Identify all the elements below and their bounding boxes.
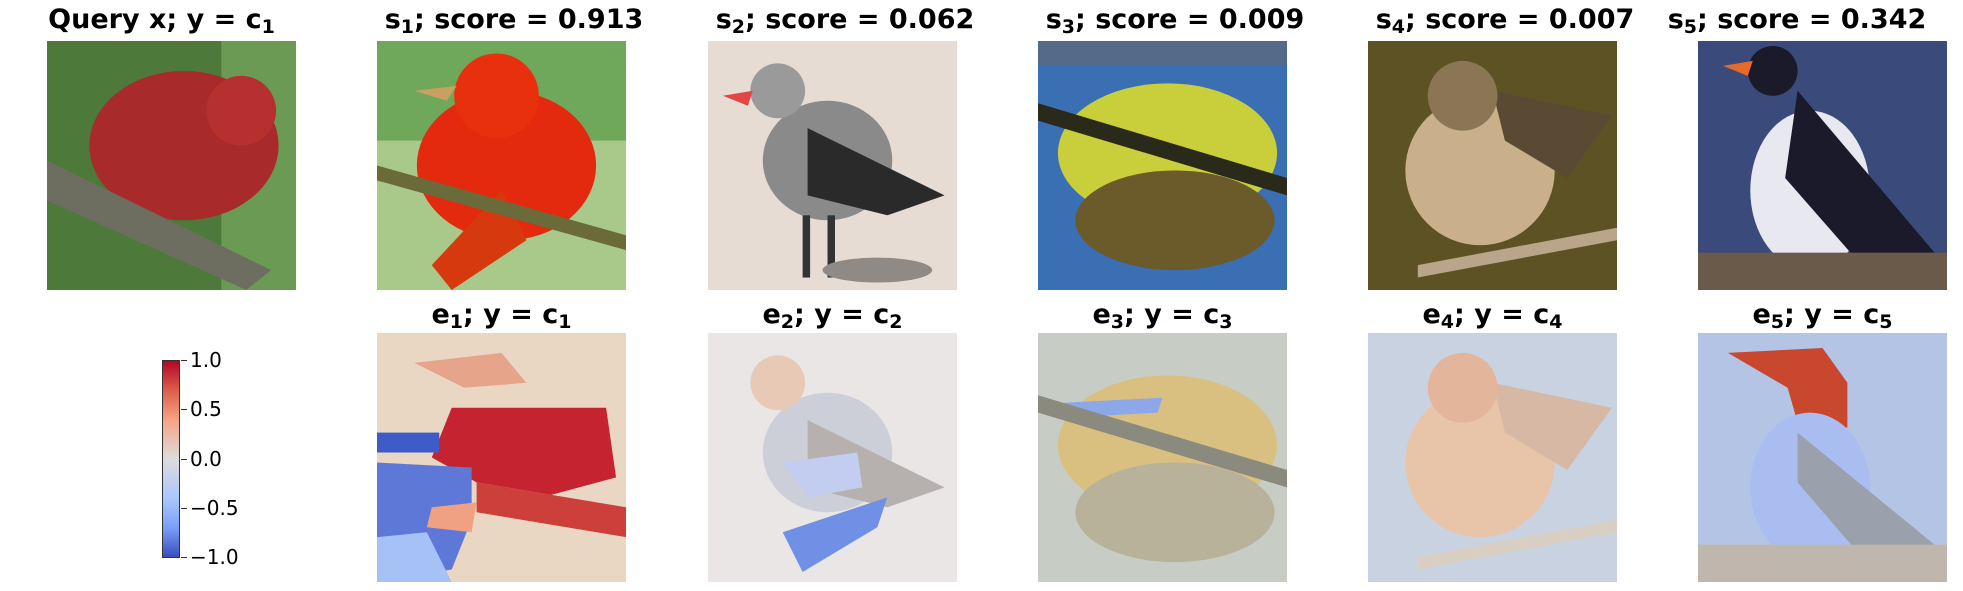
support-title-5: s5; score = 0.342 (1667, 4, 1927, 38)
colorbar-tick (181, 557, 187, 558)
explanation-title-2: e2; y = c2 (762, 299, 903, 333)
colorbar (162, 360, 180, 558)
colorbar-tick-label: −0.5 (190, 496, 239, 520)
support-image-2 (708, 41, 957, 290)
explanation-map-5 (1698, 333, 1947, 582)
support-title-1: s1; score = 0.913 (384, 4, 644, 38)
explanation-map-2 (708, 333, 957, 582)
colorbar-tick (181, 360, 187, 361)
colorbar-tick (181, 409, 187, 410)
support-image-5 (1698, 41, 1947, 290)
support-image-1 (377, 41, 626, 290)
support-image-3 (1038, 41, 1287, 290)
colorbar-tick-label: 0.0 (190, 447, 222, 471)
support-title-3: s3; score = 0.009 (1045, 4, 1305, 38)
explanation-map-3 (1038, 333, 1287, 582)
colorbar-tick-label: 1.0 (190, 348, 222, 372)
colorbar-tick (181, 459, 187, 460)
query-title: Query x; y = c1 (48, 4, 275, 38)
support-image-4 (1368, 41, 1617, 290)
support-title-4: s4; score = 0.007 (1375, 4, 1635, 38)
colorbar-tick-label: −1.0 (190, 545, 239, 569)
colorbar-tick (181, 508, 187, 509)
explanation-title-5: e5; y = c5 (1752, 299, 1893, 333)
explanation-title-3: e3; y = c3 (1092, 299, 1233, 333)
explanation-title-1: e1; y = c1 (431, 299, 572, 333)
query-image (47, 41, 296, 290)
colorbar-tick-label: 0.5 (190, 397, 222, 421)
support-title-2: s2; score = 0.062 (715, 4, 975, 38)
explanation-map-1 (377, 333, 626, 582)
explanation-title-4: e4; y = c4 (1422, 299, 1563, 333)
explanation-map-4 (1368, 333, 1617, 582)
